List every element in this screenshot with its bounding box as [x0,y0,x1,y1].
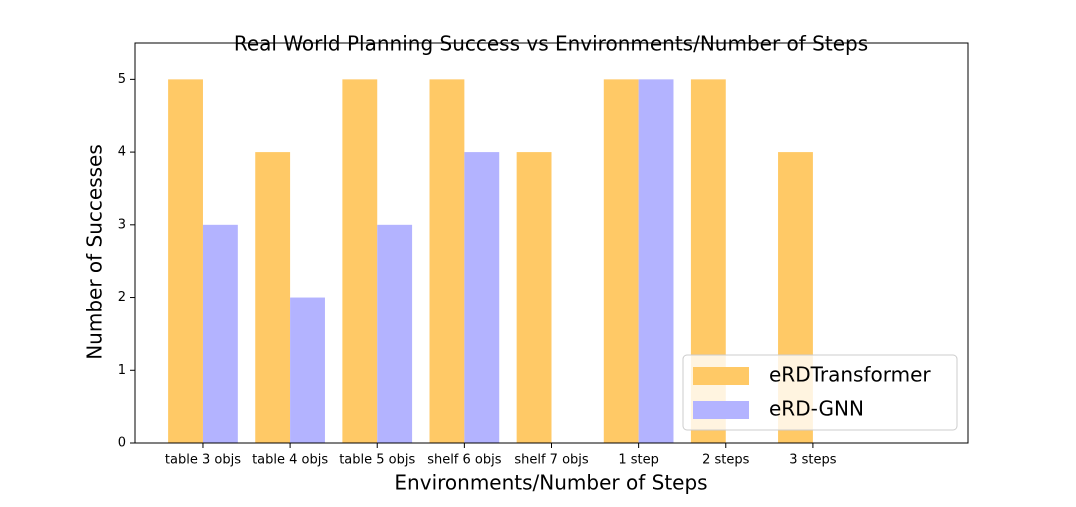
y-tick-label: 2 [118,290,126,305]
bar [464,152,500,443]
y-tick-label: 1 [118,363,126,378]
legend-swatch [693,367,749,385]
legend-box [682,354,958,431]
bar [168,79,203,443]
bar [516,152,552,443]
y-tick-label: 5 [118,72,126,87]
x-tick-label: table 4 objs [252,453,328,468]
y-tick-label: 3 [118,217,126,232]
legend-text: eRD-GNN [769,397,864,421]
bar [429,79,465,443]
bar [202,224,238,443]
y-tick-label: 4 [118,145,126,160]
y-axis-label: Number of Successes [83,144,107,360]
legend-swatch [693,401,749,419]
plot-frame [134,42,969,444]
x-tick-label: 1 step [618,453,659,468]
y-tick-label: 0 [118,436,126,451]
x-axis-label: Environments/Number of Steps [394,471,707,495]
x-tick-label: shelf 6 objs [427,453,502,468]
x-tick-label: 3 steps [789,453,837,468]
bar [342,79,378,443]
legend-text: eRDTransformer [769,363,931,387]
bar [255,152,291,443]
x-tick-label: table 3 objs [165,453,241,468]
x-tick-label: 2 steps [702,453,750,468]
bar [290,297,325,443]
x-tick-label: table 5 objs [339,453,415,468]
bar [638,79,674,443]
bar [603,79,639,443]
bar [377,224,413,443]
x-tick-label: shelf 7 objs [514,453,589,468]
